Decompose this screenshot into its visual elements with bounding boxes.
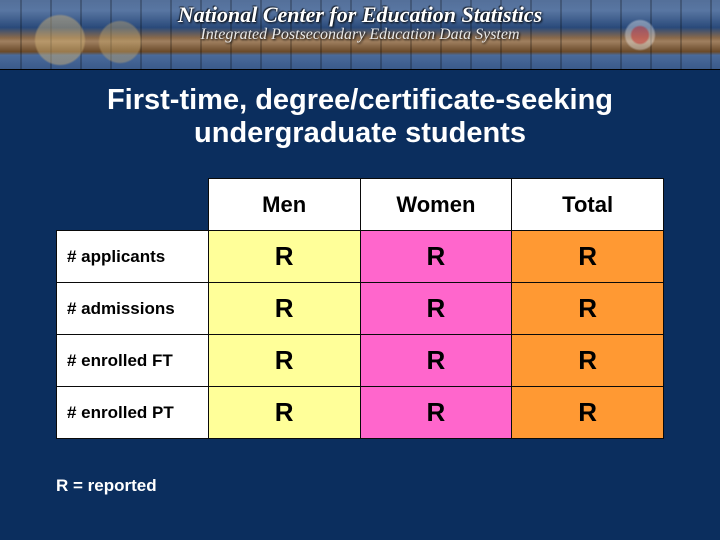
legend-text: R = reported — [56, 476, 157, 496]
row-label: # admissions — [57, 283, 209, 335]
slide-headline: First-time, degree/certificate-seeking u… — [0, 84, 720, 151]
cell: R — [208, 335, 360, 387]
cell: R — [360, 387, 512, 439]
row-label: # enrolled FT — [57, 335, 209, 387]
table-row: # applicants R R R — [57, 231, 664, 283]
row-label: # enrolled PT — [57, 387, 209, 439]
table-header-row: Men Women Total — [57, 179, 664, 231]
col-header: Men — [208, 179, 360, 231]
table-row: # enrolled PT R R R — [57, 387, 664, 439]
col-header: Total — [512, 179, 664, 231]
row-label: # applicants — [57, 231, 209, 283]
cell: R — [208, 231, 360, 283]
data-table: Men Women Total # applicants R R R # adm… — [56, 178, 664, 439]
cell: R — [208, 387, 360, 439]
slide-body: First-time, degree/certificate-seeking u… — [0, 70, 720, 540]
banner-title: National Center for Education Statistics — [178, 2, 542, 28]
header-blank — [57, 179, 209, 231]
table-row: # admissions R R R — [57, 283, 664, 335]
table-row: # enrolled FT R R R — [57, 335, 664, 387]
cell: R — [360, 335, 512, 387]
cell: R — [360, 231, 512, 283]
cell: R — [512, 387, 664, 439]
col-header: Women — [360, 179, 512, 231]
header-banner: National Center for Education Statistics… — [0, 0, 720, 70]
cell: R — [512, 231, 664, 283]
cell: R — [360, 283, 512, 335]
cell: R — [208, 283, 360, 335]
banner-subtitle: Integrated Postsecondary Education Data … — [200, 26, 519, 44]
cell: R — [512, 283, 664, 335]
cell: R — [512, 335, 664, 387]
